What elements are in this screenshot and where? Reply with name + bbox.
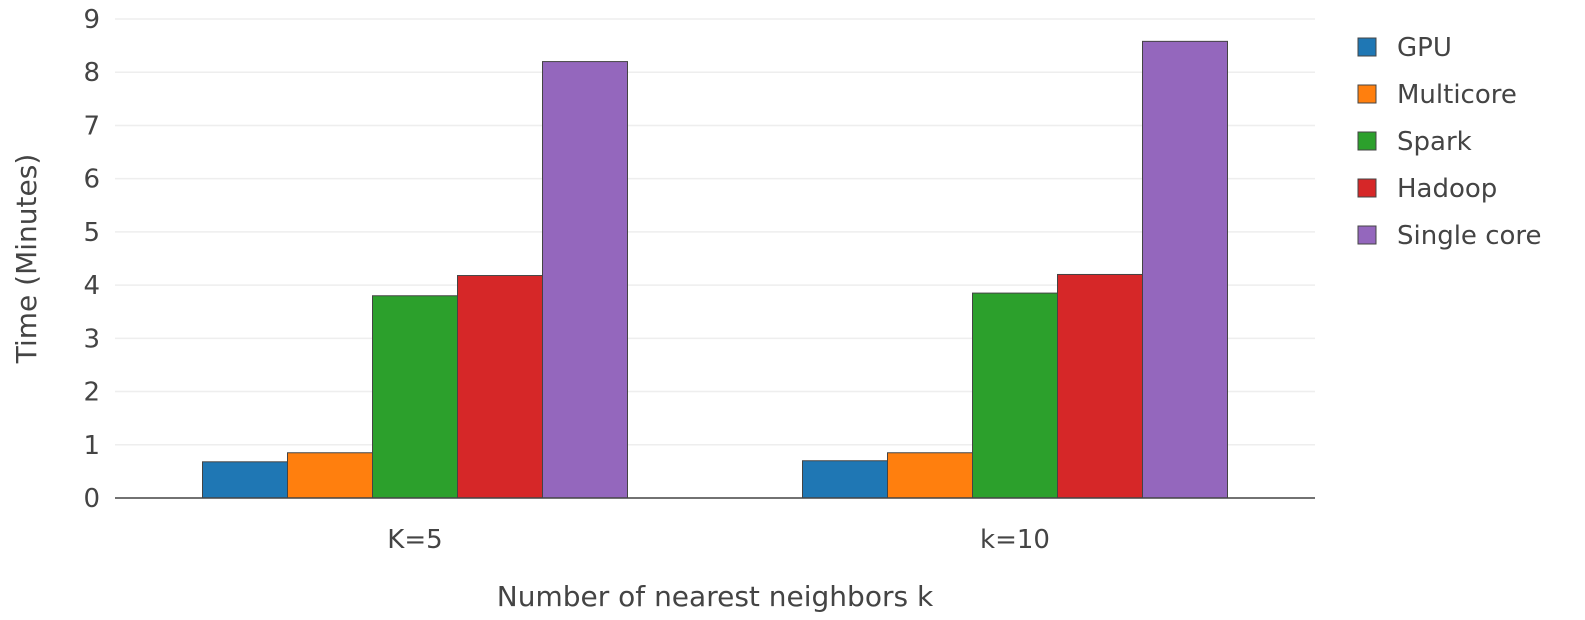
legend-label: Multicore (1397, 80, 1517, 110)
legend: GPU Multicore Spark Hadoop Single core (1357, 33, 1542, 251)
legend-swatch (1357, 178, 1377, 198)
y-tick-label: 2 (83, 378, 100, 408)
legend-swatch (1357, 131, 1377, 151)
bar-gpu-1 (202, 461, 288, 499)
bar-gpu-2 (802, 460, 888, 499)
legend-label: Hadoop (1397, 174, 1497, 204)
x-axis-title: Number of nearest neighbors k (497, 580, 934, 613)
y-tick-label: 0 (83, 484, 100, 514)
y-tick-label: 9 (83, 5, 100, 35)
y-tick-label: 6 (83, 165, 100, 195)
bar-spark-2 (972, 292, 1058, 499)
bar-multicore-1 (287, 452, 373, 499)
x-tick-label: k=10 (980, 525, 1050, 555)
y-tick-label: 5 (83, 218, 100, 248)
legend-swatch (1357, 225, 1377, 245)
y-tick-label: 1 (83, 431, 100, 461)
y-axis-title: Time (Minutes) (10, 154, 43, 365)
gridlines (115, 18, 1315, 446)
y-tick-label: 4 (83, 271, 100, 301)
legend-swatch (1357, 84, 1377, 104)
bar-hadoop-2 (1057, 273, 1143, 499)
legend-label: Single core (1397, 221, 1542, 251)
bars (202, 40, 1228, 499)
bar-single-core-2 (1142, 40, 1228, 499)
y-tick-label: 3 (83, 324, 100, 354)
y-tick-label: 7 (83, 111, 100, 141)
x-tick-labels: K=5 k=10 (387, 525, 1050, 555)
x-tick-label: K=5 (387, 525, 442, 555)
legend-label: GPU (1397, 33, 1452, 63)
bar-hadoop-1 (457, 275, 543, 499)
y-tick-labels: 0 1 2 3 4 5 6 7 8 9 (83, 5, 100, 514)
legend-swatch (1357, 37, 1377, 57)
legend-label: Spark (1397, 127, 1472, 157)
bar-single-core-1 (542, 61, 628, 499)
y-tick-label: 8 (83, 58, 100, 88)
bar-multicore-2 (887, 452, 973, 499)
bar-spark-1 (372, 295, 458, 499)
